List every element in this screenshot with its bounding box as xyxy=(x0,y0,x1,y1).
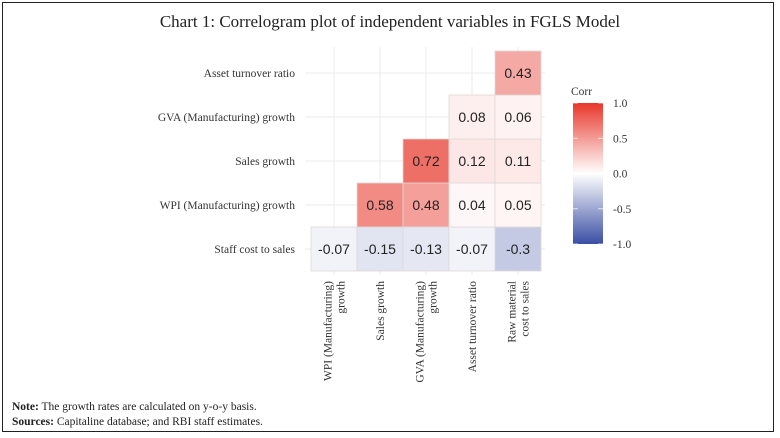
y-tick-label: WPI (Manufacturing) growth xyxy=(160,200,296,212)
cell-value-label: -0.07 xyxy=(318,241,350,257)
cell-value-label: 0.11 xyxy=(505,153,531,169)
note-label: Note: xyxy=(12,401,39,413)
cell-value-label: 0.43 xyxy=(504,65,531,81)
x-tick-label: GVA (Manufacturing) growth xyxy=(415,281,440,383)
cell-value-label: 0.72 xyxy=(412,153,439,169)
x-tick-label: WPI (Manufacturing) growth xyxy=(323,281,348,381)
heatmap-cell xyxy=(494,138,542,184)
x-tick-label: Raw material cost to sales xyxy=(507,280,532,342)
heatmap-cell xyxy=(494,226,542,272)
note-line: Note: The growth rates are calculated on… xyxy=(12,400,263,415)
heatmap-cell xyxy=(356,182,404,228)
x-tick-label: Sales growth xyxy=(375,281,387,341)
sources-label: Sources: xyxy=(12,416,54,428)
legend-tick-label: -0.5 xyxy=(613,204,631,216)
heatmap-cell xyxy=(494,182,542,228)
note-text: The growth rates are calculated on y-o-y… xyxy=(38,401,257,413)
x-tick-label-line: GVA (Manufacturing) xyxy=(415,281,427,383)
heatmap-cell xyxy=(448,94,496,140)
legend-tick-label: -1.0 xyxy=(613,239,631,251)
chart-title: Chart 1: Correlogram plot of independent… xyxy=(159,12,621,31)
x-tick-label-line: growth xyxy=(336,281,348,314)
cell-value-label: -0.3 xyxy=(506,241,530,257)
legend-tick-label: 0.5 xyxy=(613,133,628,145)
heatmap-cell xyxy=(356,226,404,272)
chart-notes: Note: The growth rates are calculated on… xyxy=(12,400,263,430)
cell-value-label: 0.58 xyxy=(366,197,393,213)
legend-tick-label: 1.0 xyxy=(613,98,628,110)
heatmap-cell xyxy=(402,226,450,272)
cell-value-label: 0.06 xyxy=(504,109,531,125)
cell-value-label: 0.48 xyxy=(412,197,439,213)
y-tick-label: Sales growth xyxy=(235,156,295,168)
sources-line: Sources: Capitaline database; and RBI st… xyxy=(12,415,263,430)
heatmap-cell xyxy=(494,50,542,96)
x-tick-label-line: Asset turnover ratio xyxy=(467,281,479,373)
heatmap-cell xyxy=(448,226,496,272)
x-tick-label-line: Raw material xyxy=(507,281,519,343)
cell-value-label: 0.04 xyxy=(458,197,485,213)
x-tick-label-line: WPI (Manufacturing) xyxy=(323,281,335,381)
cell-value-label: 0.08 xyxy=(458,109,485,125)
cell-value-label: -0.07 xyxy=(456,241,488,257)
cell-value-label: 0.05 xyxy=(504,197,531,213)
cell-value-label: -0.13 xyxy=(410,241,442,257)
y-tick-label: Asset turnover ratio xyxy=(204,68,296,80)
legend-title: Corr xyxy=(571,86,592,98)
heatmap-cell xyxy=(402,138,450,184)
x-tick-label-line: growth xyxy=(428,281,440,314)
x-tick-label-line: Sales growth xyxy=(375,281,387,341)
sources-text: Capitaline database; and RBI staff estim… xyxy=(53,416,263,428)
heatmap-cell xyxy=(402,182,450,228)
y-tick-label: GVA (Manufacturing) growth xyxy=(158,112,295,124)
x-tick-label: Asset turnover ratio xyxy=(467,281,479,373)
cell-value-label: -0.15 xyxy=(364,241,396,257)
chart-frame xyxy=(2,2,774,432)
cell-value-label: 0.12 xyxy=(458,153,485,169)
legend-tick-label: 0.0 xyxy=(613,169,628,181)
heatmap-cell xyxy=(494,94,542,140)
x-tick-label-line: cost to sales xyxy=(520,280,532,336)
y-tick-label: Staff cost to sales xyxy=(214,244,295,256)
